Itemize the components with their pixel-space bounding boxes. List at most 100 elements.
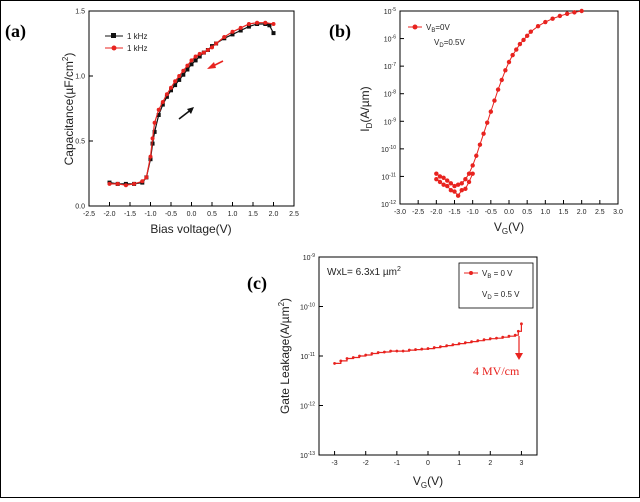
panel-b-data-point (579, 8, 584, 14)
panel-b-data-point (528, 29, 533, 34)
legend-c-1-main: V (482, 269, 488, 278)
panel-b-y-tick-label: 10-8 (384, 90, 396, 99)
panel-c-data-point (451, 343, 455, 347)
panel-c-y-label-main: Gate Leakage(A/µm (278, 306, 292, 414)
panel-b-x-tick-label: -1.5 (448, 209, 460, 216)
panel-a-data-point (197, 54, 202, 59)
legend-b-1-sub: B (431, 28, 435, 34)
panel-a-data-point (185, 67, 190, 72)
panel-b-data-point (481, 131, 486, 136)
panel-c-data-point (495, 336, 498, 340)
legend-c-1-sub: B (487, 274, 491, 280)
panel-b-y-tick-label: 10-5 (384, 7, 396, 16)
panel-a-label: (a) (5, 21, 26, 42)
panel-a-data-point (140, 179, 145, 184)
panel-b-data-point (448, 181, 454, 186)
panel-b-x-tick-label: 2.5 (595, 209, 605, 216)
legend-b-line-1: VB=0V (426, 23, 450, 34)
area-annotation-sup: 2 (397, 266, 401, 273)
panel-b-noise-point (459, 188, 464, 193)
panel-a-x-tick-label: 1.0 (228, 211, 238, 218)
panel-b-y-tick-label: 10-7 (384, 62, 396, 71)
panel-a-y-axis-label: Capacitance(µF/cm2) (61, 53, 76, 166)
panel-b-data-point (535, 23, 541, 29)
panel-b-x-tick-label: 1.5 (559, 209, 569, 216)
sweep-up-arrow-head (187, 107, 194, 114)
area-annotation-main: WxL= 6.3x1 µm (327, 267, 397, 278)
panel-c-data-point (507, 334, 511, 338)
panel-c-x-label-sub: G (421, 481, 427, 490)
panel-a-y-ticks: 0.0 0.5 1.0 1.5 (75, 9, 93, 211)
panel-b-data-point (488, 109, 494, 114)
panel-b-x-tick-label: 0.5 (522, 209, 532, 216)
panel-b-noise-point (455, 193, 461, 198)
panel-c-data-point (501, 335, 505, 339)
panel-b-data-point (499, 77, 504, 83)
panel-a-data-point (164, 94, 169, 99)
panel-a-data-point (132, 181, 137, 186)
panel-a-data-point (222, 35, 227, 39)
panel-a: (a) -2.5 -2.0 -1.5 -1.0 -0.5 0.0 0.5 1.0 1.5 2.0 2… (5, 9, 299, 237)
panel-c-data-point (345, 357, 349, 360)
panel-b-data-point (572, 10, 577, 15)
panel-c-data-point (376, 351, 380, 354)
panel-c-data-point (401, 349, 405, 353)
panel-b-x-ticks: -3.0 -2.5 -2.0 -1.5 -1.0 -0.5 0.0 0.5 1.0 1.5 2.0 2… (394, 200, 623, 216)
panel-a-data-point (107, 181, 112, 186)
panel-a-data-point (169, 88, 173, 93)
panel-c: (c) -3 -2 -1 0 1 2 3 10-1310-1210-1110-1010-9 … (247, 253, 538, 490)
panel-c-x-tick-label: 3 (519, 460, 523, 467)
panel-c-data-point (395, 349, 399, 353)
panel-b-series (434, 8, 584, 198)
panel-c-data-point (414, 348, 417, 351)
panel-b-data-point (463, 176, 468, 182)
panel-b-data-point (521, 37, 526, 43)
panel-c-data-point (426, 347, 430, 350)
panel-a-data-point (152, 120, 157, 125)
panel-a-data-point (238, 25, 243, 30)
panel-b-data-point (474, 153, 479, 158)
panel-c-data-point (520, 322, 523, 326)
panel-b-data-point (477, 142, 483, 147)
panel-c-data-point (516, 329, 520, 333)
panel-c-y-label-sup: 2 (277, 301, 286, 306)
panel-b-noise-point (437, 179, 443, 185)
panel-a-x-tick-label: -0.5 (165, 211, 177, 218)
panel-c-data-point (370, 352, 374, 355)
panel-b-y-axis-label: ID(A/µm) (358, 86, 374, 131)
panel-b-noise-point (452, 189, 457, 194)
legend-b-2-sub: D (439, 43, 444, 49)
panel-b-x-tick-label: 0.0 (504, 209, 514, 216)
panel-a-data-point (181, 68, 186, 73)
panel-c-data-point (457, 342, 461, 346)
panel-a-x-tick-label: 2.5 (289, 211, 299, 218)
panel-c-data-point (420, 347, 424, 351)
panel-a-x-tick-label: 0.0 (187, 211, 197, 218)
panel-a-data-point (156, 107, 161, 112)
panel-a-data-point (246, 24, 251, 29)
panel-a-x-tick-label: -1.0 (144, 211, 156, 218)
panel-a-data-point (144, 175, 149, 180)
panel-b-data-point (550, 16, 555, 21)
panel-c-data-point (463, 341, 467, 345)
panel-a-data-point (230, 32, 235, 37)
panel-b-data-point (441, 175, 446, 181)
panel-a-x-tick-label: 0.5 (207, 211, 217, 218)
panel-a-data-point (238, 28, 243, 33)
panel-b-y-tick-label: 10-6 (384, 35, 396, 44)
panel-a-series (107, 20, 276, 188)
panel-c-data-point (476, 339, 480, 343)
panel-b-data-point (524, 33, 530, 39)
panel-b-noise-point (434, 176, 439, 182)
panel-b-noise-point (463, 186, 468, 192)
panel-a-data-point (271, 22, 276, 26)
panel-c-data-point (333, 362, 336, 365)
panel-b-data-point (470, 163, 475, 168)
panel-c-y-tick-label: 10-9 (303, 253, 315, 262)
panel-a-data-point (271, 31, 276, 36)
legend-c-2-rest: = 0.5 V (492, 290, 520, 299)
panel-a-data-point (267, 23, 272, 28)
panel-a-data-point (160, 100, 165, 104)
panel-a-data-point (181, 72, 186, 77)
